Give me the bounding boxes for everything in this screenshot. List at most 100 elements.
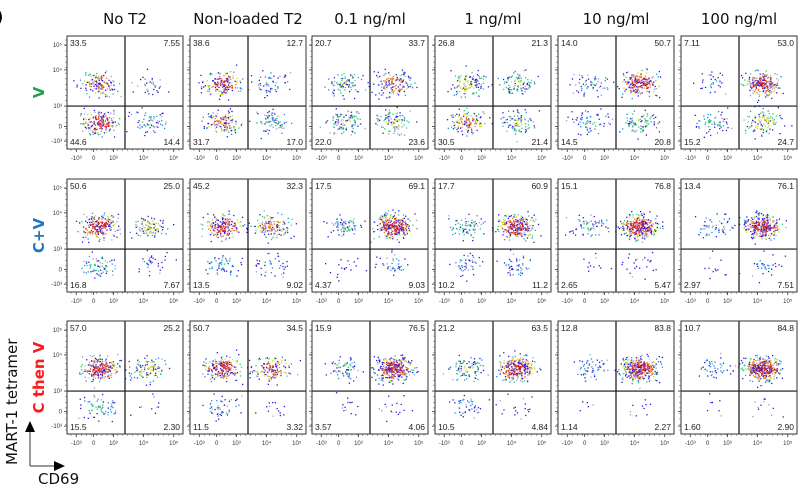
event-dot bbox=[364, 220, 366, 222]
event-dot bbox=[149, 261, 151, 263]
event-dot bbox=[646, 87, 649, 89]
event-dot bbox=[399, 268, 401, 271]
event-dot bbox=[105, 127, 107, 129]
event-dot bbox=[517, 78, 519, 80]
event-dot bbox=[407, 86, 410, 88]
event-dot bbox=[507, 226, 509, 228]
event-dot bbox=[710, 78, 712, 80]
event-dot bbox=[94, 132, 96, 135]
event-dot bbox=[480, 125, 482, 127]
event-dot bbox=[391, 82, 393, 84]
event-dot bbox=[92, 223, 94, 225]
event-dot bbox=[392, 209, 394, 211]
event-dot bbox=[341, 77, 344, 80]
event-dot bbox=[241, 257, 243, 260]
density-dots bbox=[198, 64, 293, 140]
event-dot bbox=[147, 225, 149, 227]
event-dot bbox=[515, 231, 517, 233]
event-dot bbox=[256, 122, 258, 124]
event-dot bbox=[521, 119, 523, 121]
event-dot bbox=[222, 230, 225, 232]
quadrant-upper-left-value: 50.6 bbox=[70, 181, 87, 191]
event-dot bbox=[649, 80, 652, 82]
event-dot bbox=[207, 225, 209, 227]
event-dot bbox=[391, 77, 393, 79]
event-dot bbox=[232, 265, 235, 268]
event-dot bbox=[520, 131, 522, 133]
event-dot bbox=[464, 218, 467, 220]
event-dot bbox=[80, 113, 82, 115]
event-dot bbox=[236, 87, 238, 89]
event-dot bbox=[224, 215, 226, 217]
event-dot bbox=[392, 216, 394, 218]
event-dot bbox=[472, 256, 475, 259]
event-dot bbox=[507, 88, 510, 90]
column-title: 100 ng/ml bbox=[701, 10, 777, 28]
event-dot bbox=[750, 88, 753, 90]
event-dot bbox=[469, 123, 471, 125]
event-dot bbox=[751, 78, 754, 81]
event-dot bbox=[457, 266, 459, 268]
event-dot bbox=[96, 225, 98, 227]
event-dot bbox=[752, 119, 754, 121]
event-dot bbox=[524, 229, 527, 231]
event-dot bbox=[211, 123, 213, 126]
event-dot bbox=[758, 95, 760, 97]
event-dot bbox=[590, 214, 592, 216]
event-dot bbox=[520, 77, 522, 79]
event-dot bbox=[264, 231, 266, 233]
event-dot bbox=[770, 83, 773, 86]
event-dot bbox=[229, 81, 232, 84]
event-dot bbox=[475, 92, 478, 94]
event-dot bbox=[83, 213, 85, 216]
event-dot bbox=[578, 219, 580, 221]
event-dot bbox=[237, 221, 240, 223]
event-dot bbox=[200, 223, 202, 225]
event-dot bbox=[376, 256, 378, 258]
quadrant-lower-left-value: 22.0 bbox=[315, 137, 332, 147]
event-dot bbox=[511, 125, 514, 128]
event-dot bbox=[93, 74, 95, 77]
event-dot bbox=[762, 116, 764, 118]
event-dot bbox=[514, 119, 516, 121]
event-dot bbox=[464, 269, 466, 271]
event-dot bbox=[759, 84, 761, 86]
event-dot bbox=[518, 119, 520, 121]
event-dot bbox=[599, 85, 602, 87]
event-dot bbox=[754, 77, 756, 79]
event-dot bbox=[230, 220, 233, 223]
event-dot bbox=[410, 77, 412, 79]
event-dot bbox=[353, 74, 356, 76]
event-dot bbox=[714, 126, 716, 128]
event-dot bbox=[511, 75, 514, 77]
event-dot bbox=[400, 81, 402, 84]
event-dot bbox=[521, 223, 523, 225]
event-dot bbox=[166, 251, 168, 254]
event-dot bbox=[96, 132, 98, 134]
event-dot bbox=[604, 80, 606, 82]
event-dot bbox=[224, 223, 227, 225]
event-dot bbox=[504, 215, 506, 217]
panel-frame bbox=[680, 35, 798, 150]
quadrant-upper-left-value: 33.5 bbox=[70, 38, 87, 48]
event-dot bbox=[283, 122, 286, 124]
event-dot bbox=[113, 129, 115, 131]
event-dot bbox=[500, 225, 502, 228]
event-dot bbox=[460, 96, 462, 98]
event-dot bbox=[117, 90, 119, 93]
event-dot bbox=[225, 221, 227, 223]
event-dot bbox=[216, 126, 218, 128]
event-dot bbox=[89, 85, 91, 88]
event-dot bbox=[90, 218, 92, 220]
event-dot bbox=[636, 81, 638, 84]
event-dot bbox=[387, 223, 389, 225]
event-dot bbox=[154, 233, 157, 235]
event-dot bbox=[515, 216, 517, 218]
event-dot bbox=[85, 261, 88, 263]
event-dot bbox=[465, 78, 467, 80]
event-dot bbox=[629, 78, 631, 80]
event-dot bbox=[405, 224, 408, 226]
event-dot bbox=[272, 237, 274, 239]
event-dot bbox=[456, 80, 459, 82]
event-dot bbox=[639, 118, 642, 121]
